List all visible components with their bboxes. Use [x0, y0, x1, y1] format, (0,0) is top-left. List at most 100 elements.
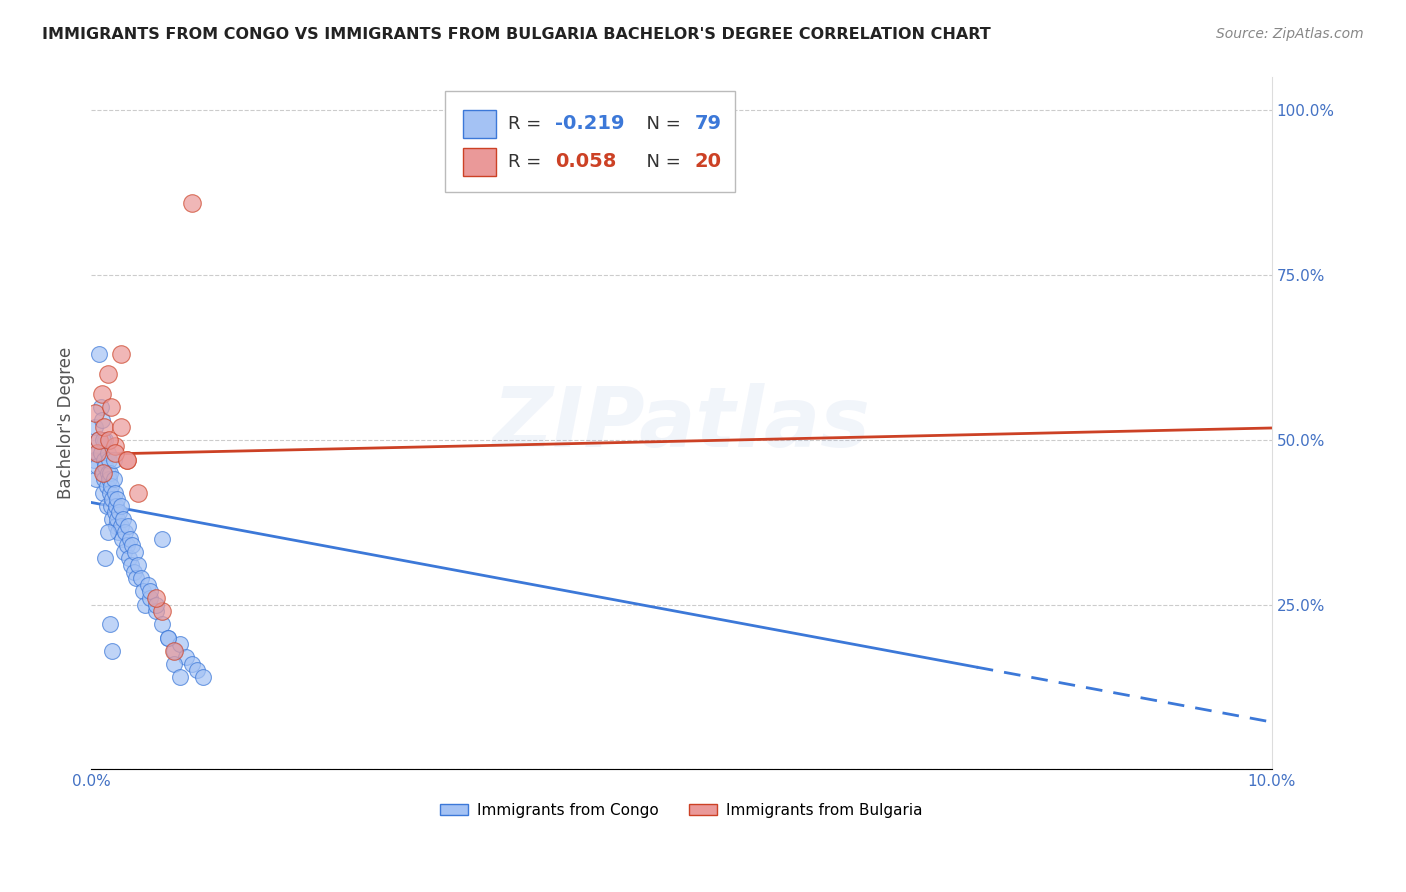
Text: 20: 20	[695, 153, 721, 171]
Point	[83, 407, 105, 421]
Point	[100, 499, 122, 513]
Point	[174, 650, 197, 665]
Text: IMMIGRANTS FROM CONGO VS IMMIGRANTS FROM BULGARIA BACHELOR'S DEGREE CORRELATION : IMMIGRANTS FROM CONGO VS IMMIGRANTS FROM…	[42, 27, 991, 42]
Point	[94, 459, 117, 474]
Point	[83, 452, 105, 467]
Point	[129, 571, 152, 585]
Point	[110, 499, 132, 513]
Point	[163, 657, 186, 671]
FancyBboxPatch shape	[463, 148, 496, 176]
Point	[114, 525, 136, 540]
Point	[100, 400, 122, 414]
Text: Source: ZipAtlas.com: Source: ZipAtlas.com	[1216, 27, 1364, 41]
Point	[101, 643, 124, 657]
Point	[112, 512, 135, 526]
Point	[180, 657, 202, 671]
Point	[108, 505, 131, 519]
Point	[110, 518, 132, 533]
Point	[94, 433, 117, 447]
Point	[104, 446, 127, 460]
Point	[97, 367, 120, 381]
Point	[86, 459, 108, 474]
Point	[86, 446, 108, 460]
Point	[89, 347, 111, 361]
Point	[103, 452, 125, 467]
Point	[97, 433, 120, 447]
Point	[97, 446, 120, 460]
Point	[104, 518, 127, 533]
Point	[132, 584, 155, 599]
Text: 79: 79	[695, 114, 721, 133]
Point	[90, 446, 112, 460]
Point	[101, 512, 124, 526]
Point	[127, 558, 149, 572]
Point	[125, 571, 148, 585]
Point	[115, 452, 138, 467]
Point	[150, 617, 173, 632]
FancyBboxPatch shape	[446, 91, 735, 192]
FancyBboxPatch shape	[463, 110, 496, 137]
Text: ZIPatlas: ZIPatlas	[492, 383, 870, 464]
Point	[96, 479, 118, 493]
Point	[103, 472, 125, 486]
Point	[145, 591, 167, 605]
Point	[121, 538, 143, 552]
Point	[101, 492, 124, 507]
Point	[97, 452, 120, 467]
Point	[136, 578, 159, 592]
Point	[127, 485, 149, 500]
Point	[156, 631, 179, 645]
Point	[94, 551, 117, 566]
Point	[104, 505, 127, 519]
Point	[98, 617, 121, 632]
Point	[93, 472, 115, 486]
Point	[100, 479, 122, 493]
Legend: Immigrants from Congo, Immigrants from Bulgaria: Immigrants from Congo, Immigrants from B…	[434, 797, 929, 824]
Text: R =: R =	[508, 153, 547, 171]
Point	[90, 413, 112, 427]
Point	[117, 518, 139, 533]
Point	[87, 433, 110, 447]
Point	[104, 439, 127, 453]
Point	[150, 604, 173, 618]
Point	[112, 545, 135, 559]
Point	[98, 485, 121, 500]
Point	[91, 466, 114, 480]
Text: N =: N =	[636, 115, 688, 133]
Point	[90, 400, 112, 414]
Point	[120, 532, 142, 546]
Text: N =: N =	[636, 153, 688, 171]
Point	[91, 433, 114, 447]
Text: 0.058: 0.058	[555, 153, 617, 171]
Point	[91, 485, 114, 500]
Point	[163, 643, 186, 657]
Point	[163, 643, 186, 657]
Point	[96, 499, 118, 513]
Point	[93, 452, 115, 467]
Point	[169, 670, 191, 684]
Point	[115, 538, 138, 552]
Point	[139, 591, 162, 605]
Point	[93, 419, 115, 434]
Point	[90, 386, 112, 401]
Point	[122, 565, 145, 579]
Y-axis label: Bachelor's Degree: Bachelor's Degree	[58, 347, 75, 500]
Text: -0.219: -0.219	[555, 114, 624, 133]
Point	[86, 446, 108, 460]
Point	[115, 452, 138, 467]
Point	[107, 525, 129, 540]
Point	[104, 499, 127, 513]
Point	[145, 598, 167, 612]
Point	[110, 419, 132, 434]
Text: R =: R =	[508, 115, 547, 133]
Point	[169, 637, 191, 651]
Point	[139, 584, 162, 599]
Point	[111, 532, 134, 546]
Point	[110, 347, 132, 361]
Point	[89, 433, 111, 447]
Point	[120, 558, 142, 572]
Point	[104, 485, 127, 500]
Point	[83, 419, 105, 434]
Point	[105, 512, 128, 526]
Point	[145, 604, 167, 618]
